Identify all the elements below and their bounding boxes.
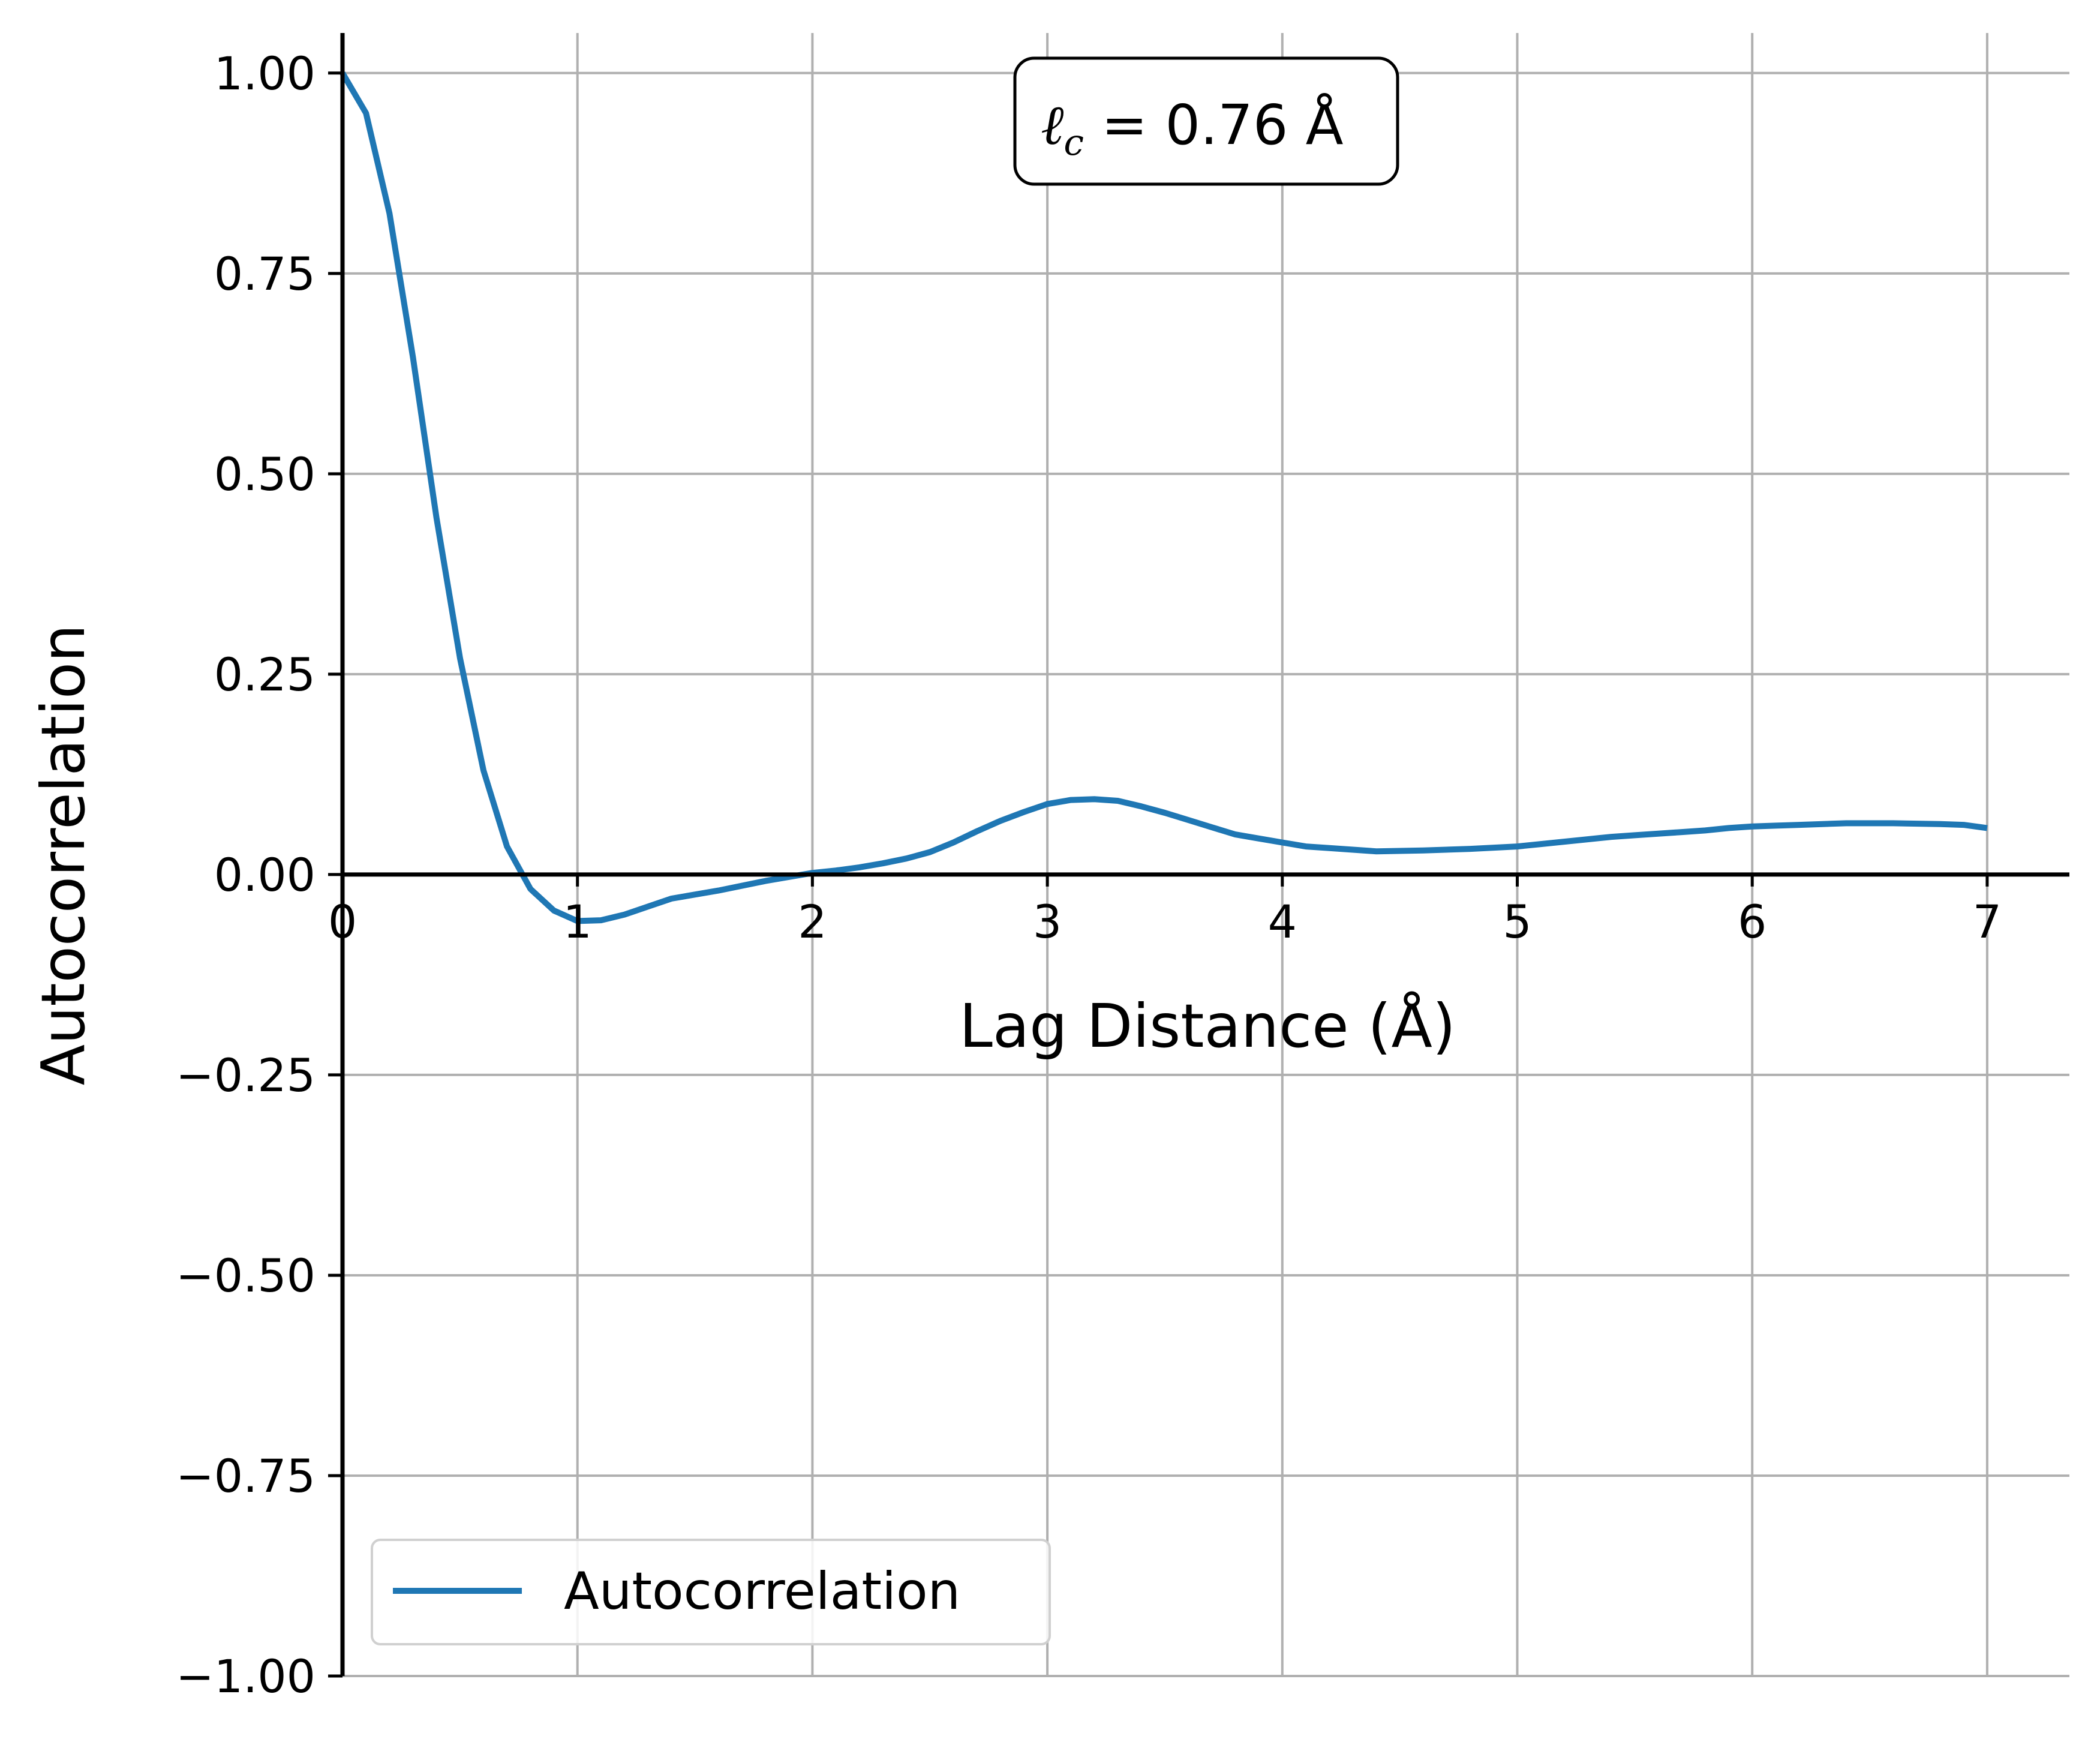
x-tick-label: 1 xyxy=(563,895,592,948)
x-tick-label: 3 xyxy=(1033,895,1062,948)
grid-lines xyxy=(343,33,2069,1677)
y-tick-label: −0.50 xyxy=(176,1249,316,1302)
x-axis-title: Lag Distance (Å) xyxy=(959,990,1456,1061)
annotation-box: ℓc = 0.76 Å xyxy=(1013,56,1399,186)
x-tick-label: 5 xyxy=(1503,895,1531,948)
axes xyxy=(328,33,2069,1678)
x-tick-label: 7 xyxy=(1973,895,2002,948)
y-tick-label: 1.00 xyxy=(214,47,316,100)
annotation-value: = 0.76 Å xyxy=(1084,92,1344,157)
series-layer xyxy=(340,71,1988,924)
y-tick-label: −0.25 xyxy=(176,1049,316,1102)
x-tick-label: 0 xyxy=(328,895,357,948)
annotation-subscript: c xyxy=(1063,122,1084,164)
legend-label: Autocorrelation xyxy=(564,1561,960,1621)
tick-labels: 0 1 2 3 4 5 6 7 −1.00 −0.75 −0.50 −0.25 0.00 0.25 0.50… xyxy=(176,47,2002,1703)
annotation-symbol: ℓ xyxy=(1041,93,1063,157)
y-axis-title: Autocorrelation xyxy=(28,624,98,1086)
y-tick-label: −1.00 xyxy=(176,1650,316,1703)
x-tick-label: 4 xyxy=(1268,895,1297,948)
y-tick-label: 0.50 xyxy=(214,447,316,501)
x-tick-label: 2 xyxy=(798,895,827,948)
y-tick-label: 0.25 xyxy=(214,648,316,701)
series-line-autocorrelation xyxy=(340,71,1988,924)
y-tick-label: 0.00 xyxy=(214,848,316,902)
legend: Autocorrelation xyxy=(371,1539,1051,1645)
x-tick-label: 6 xyxy=(1738,895,1766,948)
annotation-text: ℓc = 0.76 Å xyxy=(1041,92,1344,164)
annotation-frame xyxy=(1013,56,1399,186)
y-tick-label: −0.75 xyxy=(176,1449,316,1503)
y-tick-label: 0.75 xyxy=(214,247,316,301)
legend-frame xyxy=(371,1539,1051,1645)
